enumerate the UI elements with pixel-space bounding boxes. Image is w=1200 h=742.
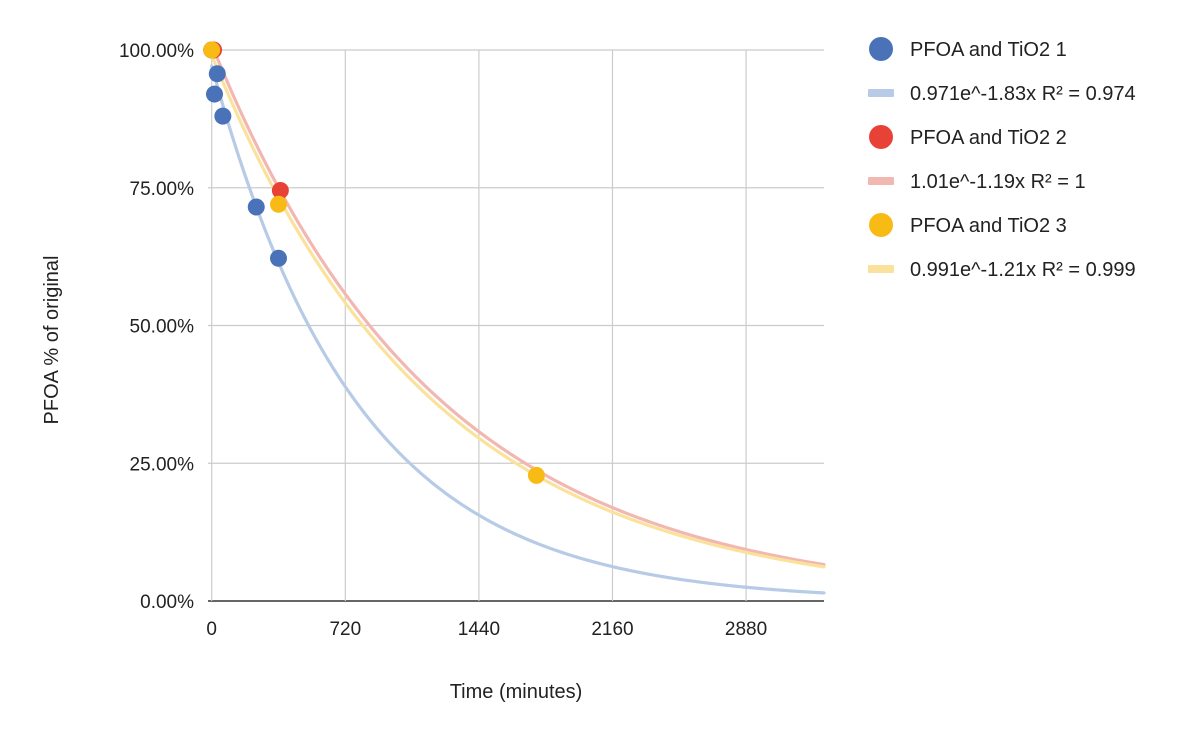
data-point	[205, 85, 223, 103]
x-tick-label: 1440	[458, 619, 500, 640]
legend-label: PFOA and TiO2 2	[910, 127, 1067, 149]
legend-item-series: PFOA and TiO2 3	[866, 210, 1186, 240]
x-tick-label: 2880	[725, 619, 767, 640]
legend-item-series: PFOA and TiO2 2	[866, 122, 1186, 152]
legend-swatch	[866, 166, 896, 196]
data-point	[271, 182, 289, 200]
x-axis-title: Time (minutes)	[450, 681, 583, 703]
trendline	[210, 64, 826, 595]
x-tick-label: 720	[329, 619, 361, 640]
y-axis-title: PFOA % of original	[41, 256, 63, 425]
legend-label: 1.01e^-1.19x R² = 1	[910, 171, 1086, 193]
y-tick-label: 100.00%	[119, 41, 194, 62]
y-tick-label: 0.00%	[140, 592, 194, 613]
legend-label: 0.991e^-1.21x R² = 0.999	[910, 259, 1136, 281]
tick-labels: 0.00% 25.00% 50.00% 75.00% 100.00% 0 720 1440 21…	[119, 41, 767, 640]
x-tick-label: 0	[206, 619, 217, 640]
legend-label: PFOA and TiO2 3	[910, 215, 1067, 237]
data-points	[203, 41, 545, 484]
legend-marker-line	[868, 89, 894, 97]
data-point	[270, 249, 288, 267]
trendline	[210, 42, 826, 567]
data-point	[527, 466, 545, 484]
legend-marker-dot	[869, 213, 893, 237]
legend-item-trendline: 1.01e^-1.19x R² = 1	[866, 166, 1186, 196]
data-point	[208, 65, 226, 83]
legend-swatch	[866, 34, 896, 64]
legend-label: PFOA and TiO2 1	[910, 39, 1067, 61]
legend-swatch	[866, 78, 896, 108]
legend-marker-dot	[869, 125, 893, 149]
data-point	[270, 195, 288, 213]
legend-marker-line	[868, 177, 894, 185]
legend-marker-line	[868, 265, 894, 273]
grid	[208, 49, 824, 602]
legend: PFOA and TiO2 1 0.971e^-1.83x R² = 0.974 P…	[866, 34, 1186, 298]
x-tick-label: 2160	[591, 619, 633, 640]
chart: 0.00% 25.00% 50.00% 75.00% 100.00% 0 720 1440 21…	[41, 41, 826, 703]
data-point	[203, 41, 221, 59]
trendline	[210, 53, 826, 569]
legend-item-series: PFOA and TiO2 1	[866, 34, 1186, 64]
y-tick-label: 75.00%	[130, 179, 195, 200]
legend-swatch	[866, 210, 896, 240]
legend-label: 0.971e^-1.83x R² = 0.974	[910, 83, 1136, 105]
data-point	[214, 107, 232, 125]
trendlines	[210, 42, 826, 595]
y-tick-label: 50.00%	[130, 317, 195, 338]
legend-swatch	[866, 254, 896, 284]
data-point	[247, 198, 265, 216]
legend-item-trendline: 0.971e^-1.83x R² = 0.974	[866, 78, 1186, 108]
y-tick-label: 25.00%	[130, 454, 195, 475]
legend-swatch	[866, 122, 896, 152]
legend-item-trendline: 0.991e^-1.21x R² = 0.999	[866, 254, 1186, 284]
legend-marker-dot	[869, 37, 893, 61]
